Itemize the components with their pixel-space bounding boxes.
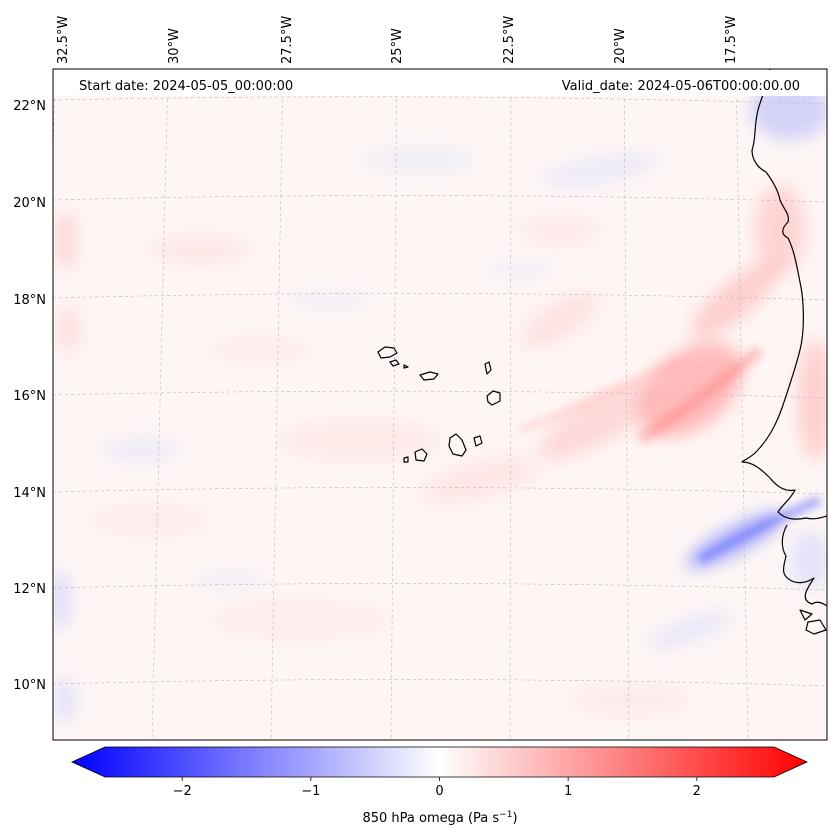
colorbar: −2 −1 0 1 2 850 hPa omega (Pa s−1) <box>71 746 808 826</box>
lon-label: 22.5°W <box>502 16 517 64</box>
colorbar-tick-label: 2 <box>693 784 701 799</box>
lat-label: 20°N <box>13 196 46 211</box>
lon-label: 30°W <box>167 28 182 64</box>
lon-label: 27.5°W <box>280 16 295 64</box>
valid-date-label: Valid_date: 2024-05-06T00:00:00.00 <box>562 79 800 94</box>
coastline <box>377 69 827 635</box>
longitude-labels: 32.5°W 30°W 27.5°W 25°W 22.5°W 20°W 17.5… <box>56 16 739 64</box>
graticule <box>53 69 827 740</box>
lon-label: 20°W <box>613 28 628 64</box>
colorbar-tick-label: 0 <box>435 784 443 799</box>
lat-label: 14°N <box>13 486 46 501</box>
lat-label: 16°N <box>13 389 46 404</box>
colorbar-bar <box>71 746 808 778</box>
map-panel: Start date: 2024-05-05_00:00:00 Valid_da… <box>52 68 828 741</box>
colorbar-tick-label: −2 <box>173 784 192 799</box>
start-date-label: Start date: 2024-05-05_00:00:00 <box>79 79 293 94</box>
colorbar-ticks: −2 −1 0 1 2 <box>173 777 701 799</box>
colorbar-tick-label: 1 <box>564 784 572 799</box>
map-frame <box>52 68 828 741</box>
latitude-labels: 22°N 20°N 18°N 16°N 14°N 12°N 10°N <box>13 99 46 693</box>
colorbar-label: 850 hPa omega (Pa s−1) <box>362 810 517 826</box>
colorbar-tick-label: −1 <box>301 784 320 799</box>
lat-label: 22°N <box>13 99 46 114</box>
lon-label: 32.5°W <box>56 16 71 64</box>
lat-label: 10°N <box>13 678 46 693</box>
omega-field <box>53 69 827 740</box>
lon-label: 17.5°W <box>724 16 739 64</box>
lat-label: 12°N <box>13 582 46 597</box>
lat-label: 18°N <box>13 293 46 308</box>
header-strip <box>54 70 826 96</box>
lon-label: 25°W <box>390 28 405 64</box>
